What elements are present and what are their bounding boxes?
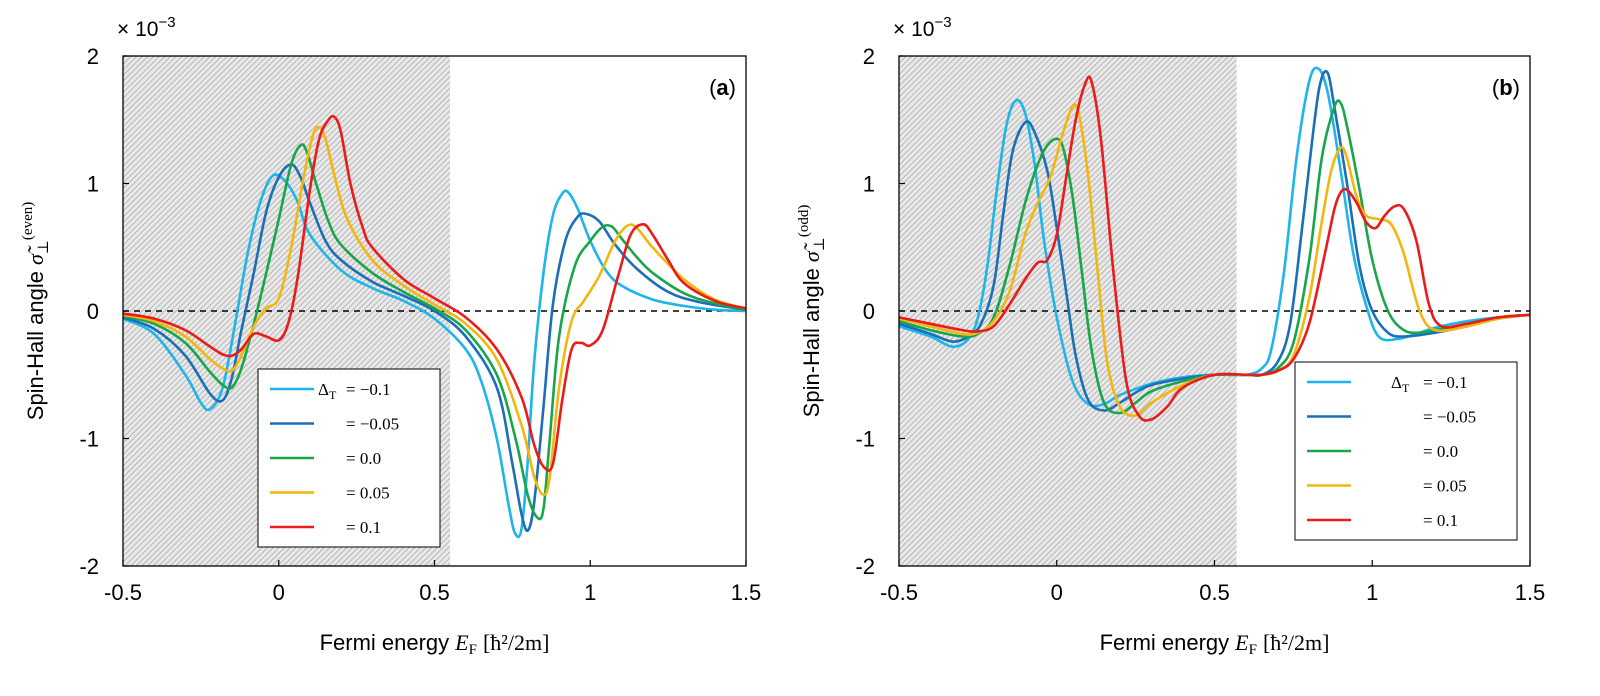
legend: ΔT = −0.1 = −0.05 = 0.0 = 0.05 = 0.1 [1294,361,1518,541]
panel-label-b: (b) [1492,75,1520,100]
y-tick-label: -2 [79,554,99,579]
y-tick-label: 1 [87,172,99,197]
series-line-5 [898,75,1531,422]
x-tick-label: 0.5 [1199,580,1230,605]
legend-label-3: = 0.0 [1423,442,1458,461]
tick-layer: -0.5 0 0.5 1 1.5 -2 -1 0 1 2 [79,44,761,605]
x-tick-label: 0.5 [419,580,450,605]
legend-label-1: = −0.1 [346,380,391,399]
axis-multiplier: × 10−3 [117,14,176,41]
tick-layer: -0.5 0 0.5 1 1.5 -2 -1 0 1 2 [855,44,1545,605]
legend-delta-label: ΔT [1391,373,1410,395]
y-tick-label: 0 [863,299,875,324]
legend-label-4: = 0.05 [346,484,390,503]
series-line-4 [122,125,747,496]
x-axis-label: Fermi energy EF [ħ²/2m] [320,630,550,658]
legend-box [257,368,441,548]
x-tick-label: 1.5 [1515,580,1546,605]
series-line-2 [122,163,747,532]
legend-label-4: = 0.05 [1423,477,1467,496]
y-tick-label: -1 [79,427,99,452]
legend-label-5: = 0.1 [346,518,381,537]
x-tick-label: 1.5 [731,580,762,605]
axis-multiplier: × 10−3 [893,14,952,41]
y-tick-label: -1 [855,427,875,452]
y-tick-label: 0 [87,299,99,324]
series-layer [122,114,747,539]
x-tick-label: 1 [584,580,596,605]
legend: ΔT = −0.1 = −0.05 = 0.0 = 0.05 = 0.1 [257,368,441,548]
y-tick-label: 2 [87,44,99,69]
legend-label-2: = −0.05 [1423,408,1476,427]
series-line-5 [122,114,747,472]
x-axis-label: Fermi energy EF [ħ²/2m] [1100,630,1330,658]
legend-label-5: = 0.1 [1423,511,1458,530]
y-axis-label: Spin-Hall angleσ̃⊥(odd) [796,205,828,418]
x-tick-label: 0 [273,580,285,605]
legend-delta-label: ΔT [318,380,337,402]
legend-label-1: = −0.1 [1423,373,1468,392]
series-layer [898,66,1531,422]
x-tick-label: 0 [1051,580,1063,605]
series-line-2 [898,69,1531,412]
series-line-3 [122,143,747,521]
x-tick-label: -0.5 [104,580,142,605]
panel-a: -0.5 0 0.5 1 1.5 -2 -1 0 1 2 × 10−3 (a) Fermi ene… [20,14,761,658]
y-tick-label: -2 [855,554,875,579]
legend-label-2: = −0.05 [346,415,399,434]
x-tick-label: -0.5 [880,580,918,605]
legend-label-3: = 0.0 [346,449,381,468]
y-tick-label: 1 [863,172,875,197]
panel-label-a: (a) [709,75,736,100]
y-axis-label: Spin-Hall angleσ̃⊥(even) [20,202,52,420]
x-tick-label: 1 [1366,580,1378,605]
panel-b: -0.5 0 0.5 1 1.5 -2 -1 0 1 2 × 10−3 (b) Fermi ene… [796,14,1545,658]
y-tick-label: 2 [863,44,875,69]
